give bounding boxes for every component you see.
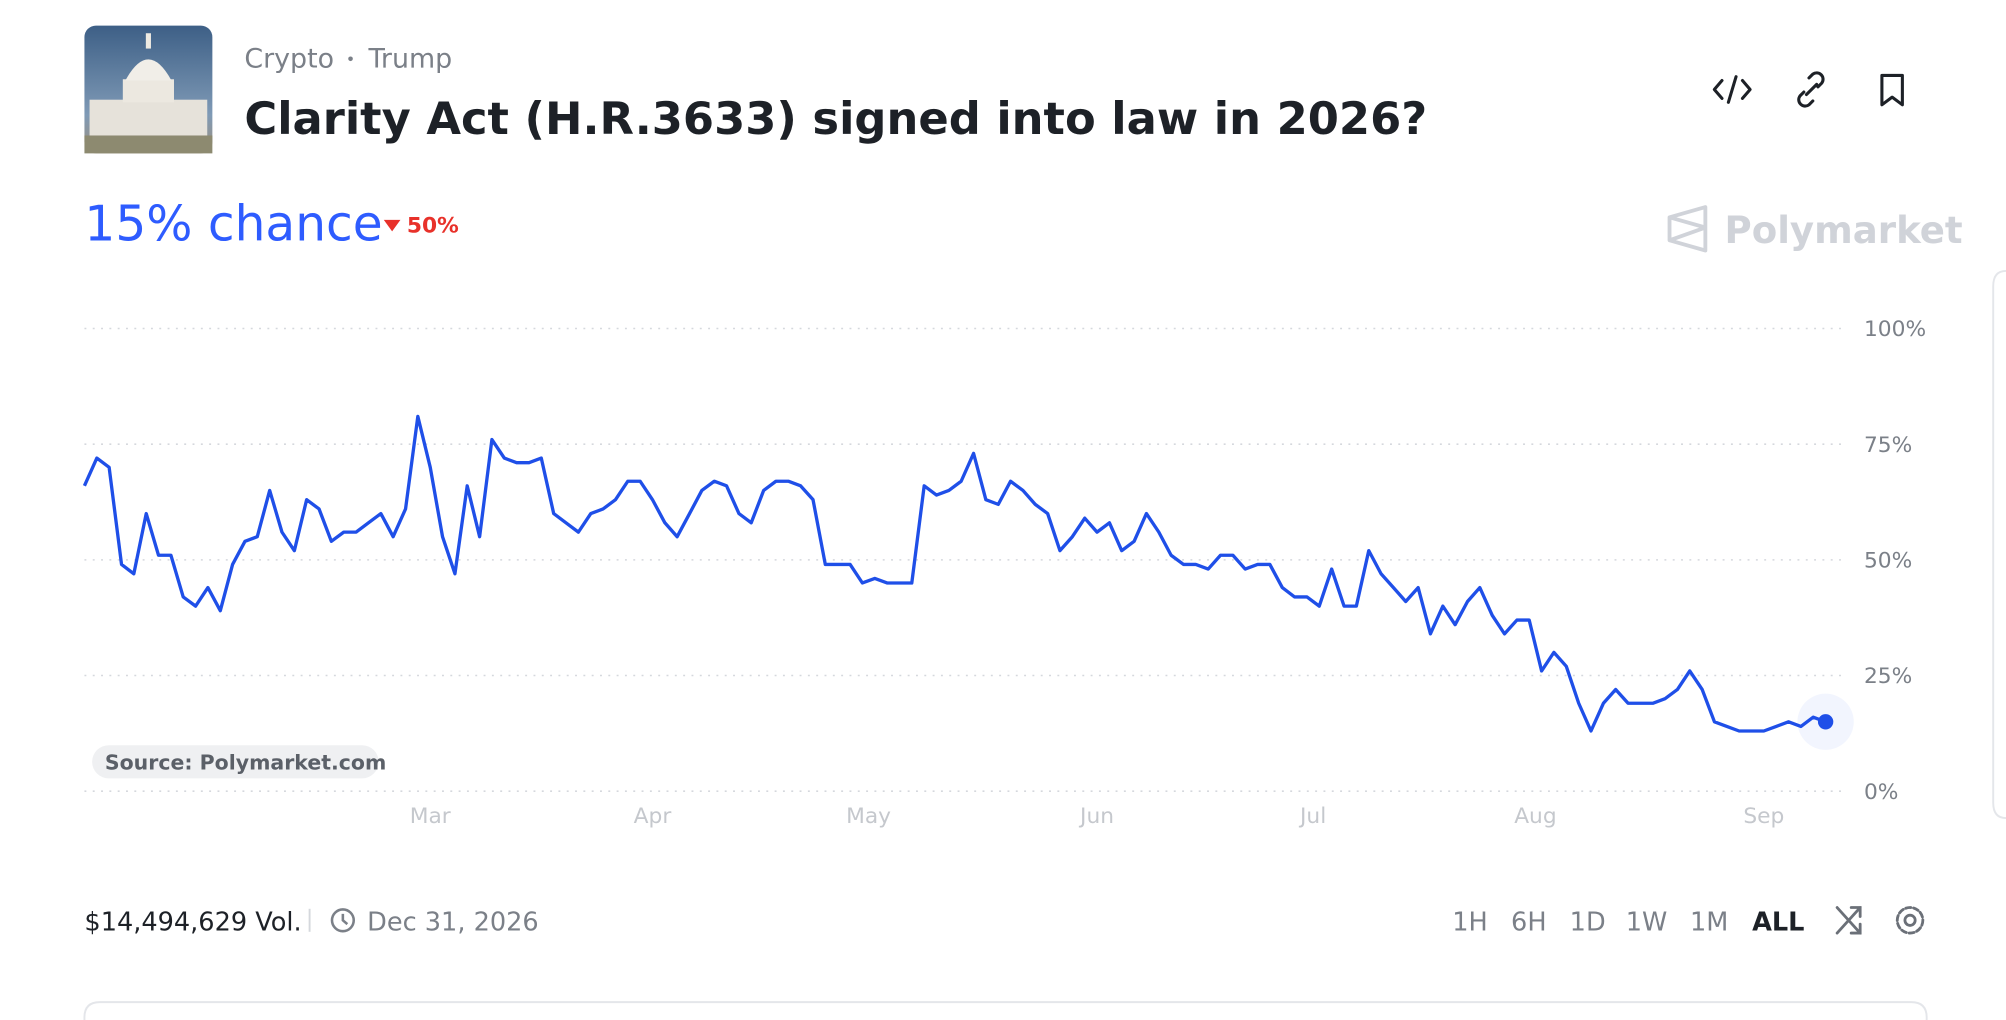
y-tick-label: 75% bbox=[1864, 433, 1912, 458]
chance: 15% chance bbox=[84, 196, 382, 252]
x-tick-label: Apr bbox=[634, 804, 672, 829]
x-tick-label: Aug bbox=[1514, 804, 1556, 829]
market-image bbox=[84, 25, 213, 154]
chart: 0% 25% 50% 75% 100% Mar Apr May Jun Jul Aug Sep bbox=[82, 317, 1926, 829]
y-tick-label: 25% bbox=[1864, 664, 1912, 689]
market-title: Clarity Act (H.R.3633) signed into law i… bbox=[244, 92, 1427, 145]
side-panel-edge bbox=[1992, 270, 2006, 820]
range-button[interactable]: 1H bbox=[1452, 908, 1488, 938]
source-badge bbox=[92, 745, 379, 779]
end-date: Dec 31, 2026 bbox=[367, 908, 539, 938]
range-button[interactable]: 1W bbox=[1626, 908, 1668, 938]
settings-gear bbox=[1895, 906, 1925, 935]
range-button[interactable]: 1D bbox=[1570, 908, 1606, 938]
range-selector: 1H 6H 1D 1W 1M ALL bbox=[1452, 908, 1804, 938]
x-tick-label: Jun bbox=[1078, 804, 1114, 829]
link-button[interactable] bbox=[1797, 71, 1825, 108]
source: Source: Polymarket.com bbox=[105, 750, 386, 774]
x-tick-label: Jul bbox=[1298, 804, 1326, 829]
brand: Polymarket bbox=[1725, 209, 1963, 252]
change: 50% bbox=[407, 214, 459, 239]
embed-button[interactable] bbox=[1712, 75, 1752, 104]
clock-icon bbox=[330, 908, 356, 933]
next-card bbox=[83, 1001, 1928, 1020]
tag: Trump bbox=[367, 44, 452, 75]
price-line bbox=[82, 414, 1827, 733]
y-tick-label: 50% bbox=[1864, 549, 1912, 574]
volume: $14,494,629 Vol. bbox=[84, 908, 301, 938]
range-button[interactable]: 6H bbox=[1511, 908, 1547, 938]
tag: Crypto bbox=[244, 44, 334, 75]
bookmark-button[interactable] bbox=[1880, 73, 1904, 107]
range-button[interactable]: 1M bbox=[1690, 908, 1728, 938]
brand-logo bbox=[1667, 205, 1708, 253]
down-arrow bbox=[383, 219, 401, 232]
shuffle-button[interactable] bbox=[1835, 906, 1862, 935]
end-dot bbox=[1817, 714, 1834, 730]
x-tick-label: May bbox=[846, 804, 891, 829]
x-tick-label: Mar bbox=[410, 804, 451, 829]
separator bbox=[348, 56, 353, 62]
y-tick-label: 100% bbox=[1864, 317, 1926, 342]
range-button[interactable]: ALL bbox=[1752, 908, 1804, 938]
settings-button[interactable] bbox=[1903, 913, 1917, 927]
y-tick-label: 0% bbox=[1864, 780, 1898, 805]
x-tick-label: Sep bbox=[1743, 804, 1784, 829]
